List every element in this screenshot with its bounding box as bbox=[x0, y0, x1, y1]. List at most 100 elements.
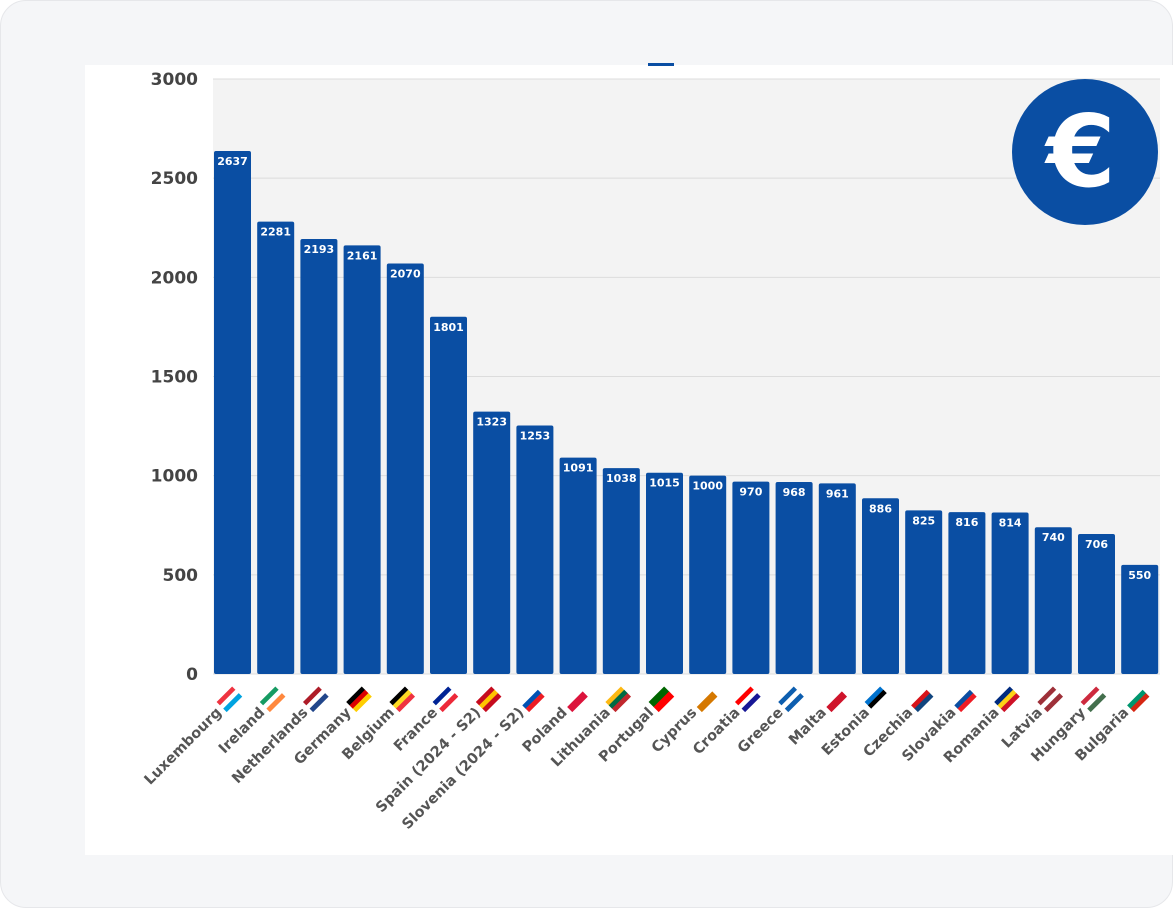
bar bbox=[430, 316, 467, 674]
y-tick-label: 3000 bbox=[151, 70, 198, 90]
y-tick-label: 0 bbox=[186, 665, 198, 685]
x-tick-group: Bulgaria bbox=[1073, 686, 1150, 765]
y-tick-label: 500 bbox=[163, 566, 199, 586]
flag-stripe bbox=[997, 689, 1017, 709]
flag-stripe bbox=[821, 686, 843, 708]
flag-stripe bbox=[950, 686, 971, 706]
flag-stripe bbox=[306, 689, 326, 709]
flag-stripe bbox=[914, 693, 934, 713]
flag-stripe bbox=[954, 689, 974, 709]
flag-stripe bbox=[482, 693, 502, 713]
flag-icon bbox=[950, 686, 977, 713]
bar bbox=[559, 457, 597, 674]
flag-stripe bbox=[522, 689, 542, 709]
flag-stripe bbox=[826, 691, 848, 713]
data-label: 816 bbox=[955, 516, 978, 529]
flag-stripe bbox=[352, 693, 372, 713]
y-tick-label: 1500 bbox=[151, 368, 198, 388]
flag-stripe bbox=[392, 689, 412, 709]
x-tick-label: Luxembourg bbox=[142, 705, 225, 788]
flag-icon bbox=[821, 686, 848, 713]
data-label: 1015 bbox=[649, 477, 680, 490]
flag-stripe bbox=[911, 689, 931, 709]
bar bbox=[775, 482, 813, 674]
flag-stripe bbox=[784, 693, 804, 713]
data-label: 550 bbox=[1128, 569, 1151, 582]
flag-stripe bbox=[562, 686, 583, 708]
flag-stripe bbox=[648, 686, 670, 708]
bar bbox=[386, 263, 424, 674]
flag-stripe bbox=[781, 689, 801, 709]
flag-stripe bbox=[864, 686, 884, 706]
flag-stripe bbox=[1127, 689, 1147, 709]
flag-icon bbox=[734, 686, 761, 713]
bar bbox=[862, 498, 899, 674]
flag-stripe bbox=[907, 686, 927, 706]
bar bbox=[1078, 533, 1115, 674]
data-label: 1038 bbox=[606, 472, 637, 485]
flag-stripe bbox=[309, 693, 329, 713]
bar bbox=[646, 472, 683, 674]
y-tick-label: 2000 bbox=[151, 268, 198, 288]
flag-stripe bbox=[778, 686, 798, 706]
data-label: 2637 bbox=[217, 155, 248, 168]
flag-stripe bbox=[1040, 689, 1060, 709]
data-label: 1000 bbox=[692, 480, 723, 493]
flag-stripe bbox=[435, 689, 455, 709]
flag-stripe bbox=[957, 693, 977, 713]
flag-icon bbox=[864, 686, 891, 713]
flag-stripe bbox=[349, 689, 369, 709]
flag-stripe bbox=[871, 693, 891, 713]
data-label: 825 bbox=[912, 514, 935, 527]
data-label: 1253 bbox=[520, 429, 551, 442]
x-tick-group: Lithuania bbox=[548, 686, 632, 770]
flag-stripe bbox=[479, 689, 499, 709]
data-label: 1323 bbox=[476, 416, 507, 429]
data-label: 886 bbox=[869, 502, 892, 515]
data-label: 1801 bbox=[433, 321, 464, 334]
y-tick-label: 2500 bbox=[151, 169, 198, 189]
flag-stripe bbox=[1080, 686, 1100, 706]
flag-icon bbox=[389, 686, 416, 713]
bar bbox=[689, 475, 727, 674]
flag-stripe bbox=[567, 691, 588, 713]
flag-icon bbox=[216, 686, 243, 713]
flag-stripe bbox=[608, 689, 628, 709]
flag-stripe bbox=[432, 686, 452, 706]
data-label: 706 bbox=[1085, 538, 1108, 551]
data-label: 2281 bbox=[260, 226, 291, 239]
bar bbox=[948, 512, 986, 674]
bar bbox=[732, 481, 770, 674]
flag-stripe bbox=[266, 693, 286, 713]
flag-stripe bbox=[439, 693, 459, 713]
flag-stripe bbox=[734, 686, 755, 706]
data-label: 814 bbox=[999, 517, 1022, 530]
flag-icon bbox=[691, 686, 718, 713]
flag-stripe bbox=[259, 686, 279, 706]
flag-stripe bbox=[605, 686, 625, 706]
flag-stripe bbox=[611, 693, 632, 713]
flag-stripe bbox=[216, 686, 236, 706]
flag-icon bbox=[1080, 686, 1107, 713]
data-label: 2161 bbox=[347, 249, 378, 262]
flag-icon bbox=[605, 686, 632, 713]
flag-icon bbox=[302, 686, 329, 713]
flag-icon bbox=[1037, 686, 1064, 713]
x-tick-label: Netherlands bbox=[229, 705, 311, 787]
flag-stripe bbox=[346, 686, 366, 706]
x-tick-group: Slovakia bbox=[899, 686, 977, 765]
bar bbox=[214, 150, 251, 674]
flag-icon bbox=[432, 686, 459, 713]
euro-logo: € bbox=[1012, 79, 1158, 225]
flag-stripe bbox=[653, 691, 675, 713]
data-label: 970 bbox=[739, 486, 762, 499]
data-label: 961 bbox=[826, 487, 849, 500]
flag-stripe bbox=[1000, 693, 1020, 713]
bar bbox=[343, 245, 381, 674]
bar bbox=[473, 411, 511, 674]
x-tick-group: Hungary bbox=[1029, 686, 1107, 765]
x-tick-label: Croatia bbox=[690, 705, 743, 758]
flag-stripe bbox=[302, 686, 323, 706]
flag-icon bbox=[907, 686, 934, 713]
